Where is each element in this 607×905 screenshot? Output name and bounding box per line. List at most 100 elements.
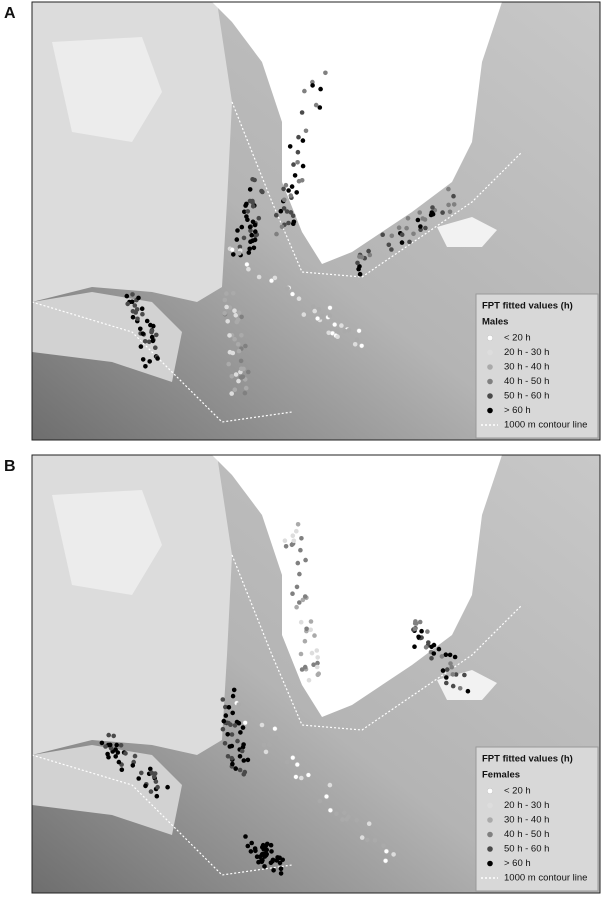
track-dot: [227, 349, 233, 355]
legend-contour-label: 1000 m contour line: [504, 873, 587, 884]
track-dot: [222, 297, 228, 303]
track-dot: [302, 88, 307, 94]
track-dot: [262, 864, 267, 869]
legend-dot: [487, 802, 493, 809]
track-dot: [229, 374, 235, 379]
track-dot: [268, 842, 274, 848]
track-dot: [411, 231, 416, 237]
track-dot: [334, 811, 339, 816]
legend-dot: [487, 407, 493, 414]
track-dot: [247, 224, 253, 230]
track-dot: [237, 767, 243, 773]
track-dot: [381, 843, 386, 848]
track-dot: [248, 228, 253, 234]
legend-dot: [487, 860, 493, 867]
track-dot: [247, 187, 253, 192]
land-south: [32, 745, 182, 835]
track-dot: [261, 742, 267, 748]
track-dot: [241, 742, 246, 747]
track-dot: [445, 667, 450, 672]
track-dot: [232, 723, 238, 728]
track-dot: [248, 239, 253, 244]
track-dot: [236, 310, 242, 316]
track-dot: [138, 326, 143, 332]
legend-dot: [487, 349, 493, 356]
track-dot: [451, 193, 456, 199]
track-dot: [443, 652, 449, 657]
track-dot: [296, 296, 302, 302]
track-dot: [259, 852, 265, 857]
track-dot: [273, 735, 278, 741]
track-dot: [243, 834, 248, 839]
track-dot: [450, 683, 456, 689]
track-dot: [235, 713, 240, 719]
hudson-bay: [52, 37, 162, 142]
track-dot: [440, 210, 445, 215]
track-dot: [366, 248, 371, 254]
track-dot: [244, 201, 249, 207]
track-dot: [303, 128, 309, 134]
track-dot: [450, 672, 456, 677]
track-dot: [229, 755, 235, 761]
track-dot: [220, 697, 226, 702]
track-dot: [383, 858, 389, 864]
track-dot: [366, 821, 372, 826]
track-dot: [143, 364, 148, 369]
track-dot: [300, 138, 306, 143]
track-dot: [304, 626, 309, 632]
track-dot: [365, 837, 370, 843]
track-dot: [278, 866, 284, 872]
track-dot: [391, 852, 396, 857]
track-dot: [221, 718, 227, 724]
track-dot: [138, 344, 144, 349]
track-dot: [317, 105, 323, 110]
track-dot: [327, 807, 333, 813]
track-dot: [136, 295, 141, 301]
map-panel: FPT fitted values (h) Females < 20 h 20 h -…: [31, 454, 601, 894]
legend-group: Males: [482, 317, 508, 328]
panel-label: B: [4, 458, 16, 475]
track-dot: [146, 339, 152, 345]
track-dot: [232, 336, 237, 342]
track-dot: [389, 247, 394, 252]
track-dot: [318, 86, 323, 92]
track-dot: [284, 209, 290, 214]
track-dot: [242, 209, 247, 215]
track-dot: [238, 358, 244, 364]
track-dot: [452, 654, 458, 660]
track-dot: [416, 634, 421, 640]
track-dot: [352, 342, 358, 347]
track-dot: [107, 742, 113, 748]
shelf-contour: [32, 101, 523, 423]
track-dot: [457, 686, 463, 691]
legend-item: 20 h - 30 h: [504, 800, 549, 811]
track-dot: [247, 246, 252, 252]
track-dot: [425, 629, 430, 634]
legend-group: Females: [482, 770, 520, 781]
track-dot: [356, 266, 361, 272]
track-dot: [299, 667, 305, 672]
legend-dot: [487, 364, 493, 370]
track-dot: [232, 308, 237, 314]
track-dot: [295, 149, 301, 155]
track-dot: [133, 310, 138, 315]
track-dot: [260, 842, 266, 848]
track-dot: [114, 742, 119, 748]
track-dot: [359, 343, 365, 349]
track-dot: [286, 220, 291, 226]
legend-title: FPT fitted values (h): [482, 754, 573, 765]
track-dot: [248, 849, 254, 854]
track-dot: [335, 329, 340, 334]
track-dot: [232, 387, 238, 393]
track-dot: [380, 232, 386, 237]
track-dot: [132, 303, 138, 308]
track-dot: [242, 390, 248, 396]
track-dot: [118, 743, 124, 748]
track-dot: [296, 134, 301, 140]
track-dot: [233, 372, 239, 377]
track-dot: [303, 557, 308, 563]
track-dot: [462, 672, 467, 678]
track-dot: [236, 378, 241, 384]
track-dot: [253, 229, 258, 234]
track-dot: [414, 621, 419, 626]
